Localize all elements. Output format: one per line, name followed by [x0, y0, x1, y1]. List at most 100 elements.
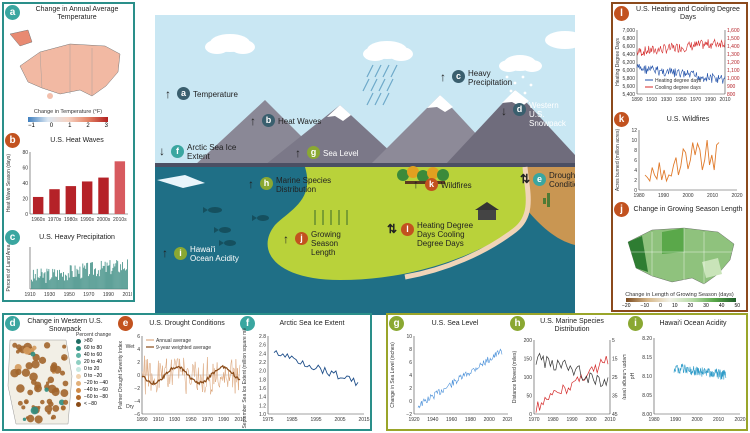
- snowpack-site: [15, 349, 20, 354]
- legend-swatch: [76, 339, 81, 344]
- x-tick-label: 2010s: [113, 217, 127, 223]
- panel-l-title: U.S. Heating and Cooling Degree Days: [636, 6, 740, 21]
- label-degree-days: Heating Degree Days Cooling Degree Days: [417, 221, 474, 248]
- bar: [66, 280, 68, 289]
- label-growing-season: Growing Season Length: [311, 230, 341, 257]
- legend-label: Heating degree days: [655, 78, 702, 84]
- bar: [49, 280, 51, 289]
- heat-waves-bar-chart: 80 60 40 20 0 Heat Wave Season (days) 1960s 197…: [6, 150, 128, 223]
- y-tick-label-right: 45: [612, 412, 618, 418]
- y-tick-label: 12: [631, 128, 637, 134]
- x-tick-label: 1990: [670, 417, 681, 423]
- legend-item: −40 to −60: [76, 387, 116, 394]
- legend-label: 9-year weighted average: [156, 345, 211, 351]
- snowpack-site: [30, 351, 36, 357]
- legend-item: 0 to 20: [76, 366, 116, 373]
- badge-c: c: [452, 70, 465, 83]
- bar: [32, 196, 44, 214]
- snowpack-site: [16, 384, 25, 393]
- bar: [87, 262, 89, 289]
- dry-label: Dry: [126, 404, 134, 410]
- snowpack-site: [35, 387, 39, 391]
- bar: [78, 273, 80, 289]
- y-tick-label: 6,600: [622, 44, 635, 50]
- x-tick-label: 2010: [604, 417, 615, 423]
- legend-item: −20 to −40: [76, 380, 116, 387]
- y-tick-label: 0: [25, 212, 28, 218]
- bar: [126, 269, 127, 289]
- bar: [108, 265, 110, 289]
- y-tick-label-right: 35: [612, 394, 618, 400]
- panel-h-title: U.S. Marine Species Distribution: [540, 318, 604, 333]
- bar: [90, 262, 91, 289]
- bar: [94, 269, 95, 289]
- snowpack-site: [38, 356, 47, 364]
- bar: [81, 181, 93, 214]
- y-tick-label-right: 1,600: [727, 28, 740, 34]
- panel-g-title: U.S. Sea Level: [431, 320, 479, 327]
- snowpack-site: [61, 356, 66, 361]
- depth-series: [535, 352, 609, 388]
- arrow-up-icon: ↑: [413, 177, 419, 191]
- x-tick-label: 1890: [631, 97, 642, 103]
- bar: [101, 268, 103, 289]
- legend-label: 0 to −20: [84, 373, 103, 379]
- arrow-up-icon: ↑: [162, 246, 168, 260]
- y-tick-label: 6,200: [622, 60, 635, 66]
- bar: [85, 268, 87, 289]
- y-tick-label: 1.6: [259, 386, 266, 392]
- x-tick-label: 1985: [286, 417, 297, 423]
- x-tick-label: 1910: [646, 97, 657, 103]
- y-tick-label: 8.00: [642, 412, 652, 418]
- y-tick-label: 6: [137, 334, 140, 340]
- label-wildfires: Wildfires: [441, 181, 472, 190]
- snowpack-site: [16, 344, 22, 351]
- y-tick-label: 6,800: [622, 36, 635, 42]
- bar: [118, 271, 120, 289]
- y-axis-label: Change in Sea Level (inches): [390, 342, 396, 408]
- x-tick-label: 1980s: [64, 217, 78, 223]
- bar: [102, 265, 104, 289]
- x-tick-label: 2000: [682, 193, 693, 199]
- y-tick-label: 4: [137, 347, 140, 353]
- snowpack-site: [44, 387, 49, 392]
- panel-c-title: U.S. Heavy Precipitation: [39, 234, 115, 241]
- bar: [98, 177, 109, 214]
- badge-b: b: [262, 114, 275, 127]
- snowpack-site: [22, 417, 27, 421]
- badge-a: a: [177, 87, 190, 100]
- y-tick-label: 200: [524, 338, 533, 344]
- y-tick-label: 80: [22, 150, 28, 156]
- panel-i-title: Hawai'i Ocean Acidity: [659, 320, 727, 327]
- arrow-up-icon: ↑: [248, 177, 254, 191]
- arrow-updown-icon: ⇅: [387, 222, 398, 236]
- bar: [122, 262, 123, 289]
- y-tick-label: 6: [409, 360, 412, 366]
- wet-label: Wet: [126, 344, 135, 350]
- bar: [37, 277, 39, 289]
- x-tick-label: 2010: [234, 417, 244, 423]
- x-tick-label: 2010: [707, 193, 718, 199]
- y-tick-label: 8.15: [642, 355, 652, 361]
- bar: [55, 276, 57, 289]
- y-tick-label: 0: [529, 412, 532, 418]
- snowpack-site: [25, 362, 33, 370]
- x-tick-label: 1950: [64, 292, 75, 298]
- wildfire-series: [644, 139, 720, 183]
- x-tick-label: 1890: [136, 417, 147, 423]
- y-tick-label: 8: [409, 347, 412, 353]
- bar: [69, 265, 71, 289]
- legend-label: −20 to −40: [84, 380, 108, 386]
- legend-swatch: [76, 381, 81, 386]
- bar: [59, 269, 60, 289]
- x-tick-label: 2020: [731, 193, 742, 199]
- bar: [54, 269, 56, 289]
- sea-level-series: [417, 348, 503, 409]
- snowpack-map: [7, 339, 73, 425]
- bar: [80, 278, 82, 289]
- y-tick-label-right: 1,000: [727, 76, 740, 82]
- bar: [32, 269, 34, 289]
